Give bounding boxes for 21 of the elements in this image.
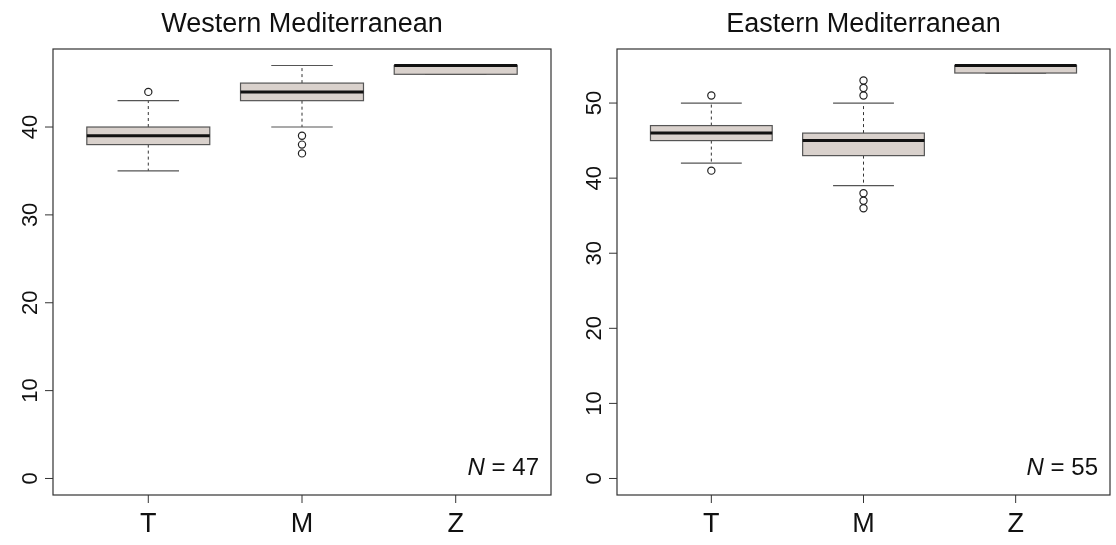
x-tick-label: Z (447, 508, 464, 538)
y-tick-label: 20 (17, 290, 42, 315)
y-tick-label: 10 (17, 378, 42, 403)
annotation: N = 47 (467, 453, 539, 480)
x-tick-label: T (703, 508, 720, 538)
x-tick-label: M (290, 508, 314, 538)
y-tick-label: 10 (581, 391, 606, 416)
chart-title: Western Mediterranean (161, 8, 443, 38)
y-tick-label: 40 (581, 165, 606, 191)
y-tick-label: 30 (17, 202, 42, 228)
y-tick-label: 30 (581, 240, 606, 266)
chart-title: Eastern Mediterranean (726, 8, 1001, 38)
y-tick-label: 40 (17, 114, 42, 140)
x-tick-label: T (140, 508, 157, 538)
annotation: N = 55 (1026, 453, 1098, 480)
y-tick-label: 0 (581, 472, 606, 485)
y-tick-label: 0 (17, 472, 42, 485)
x-tick-label: M (852, 508, 875, 538)
x-tick-label: Z (1007, 508, 1024, 538)
y-tick-label: 20 (581, 316, 606, 341)
y-tick-label: 50 (581, 90, 606, 116)
